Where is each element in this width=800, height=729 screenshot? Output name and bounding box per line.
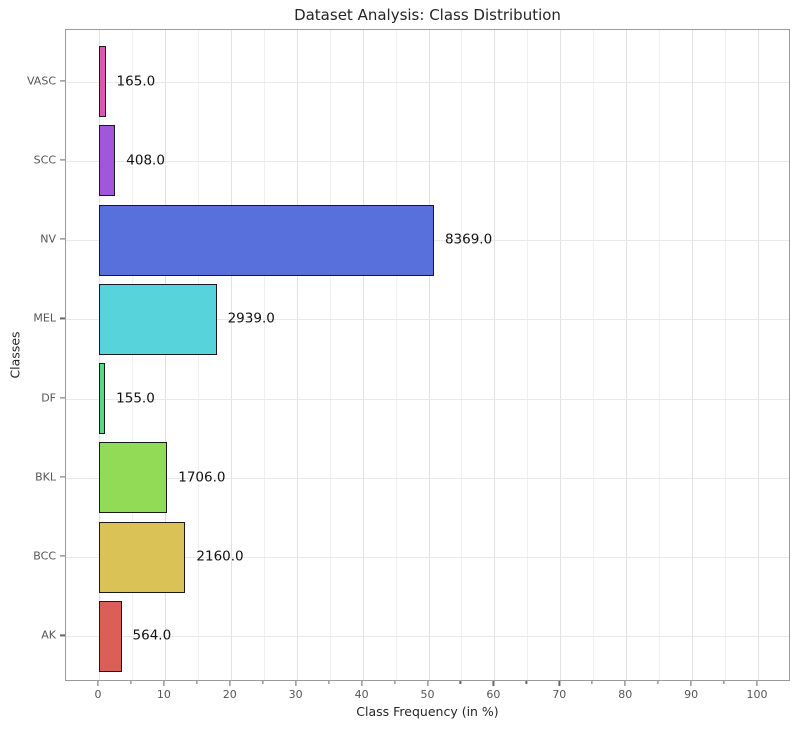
gridline-minor [197, 30, 199, 680]
gridline-major [758, 30, 760, 680]
bar-value-label: 165.0 [116, 73, 156, 90]
gridline-minor [329, 30, 331, 680]
x-minor-tick-mark [393, 681, 396, 684]
y-tick-mark [60, 317, 65, 319]
x-tick-label: 70 [552, 688, 567, 701]
x-tick-label: 20 [222, 688, 237, 701]
x-tick-mark [229, 681, 231, 686]
x-tick-label: 0 [94, 688, 102, 701]
gridline-major [692, 30, 694, 680]
y-tick-mark [60, 159, 65, 161]
x-tick-mark [426, 681, 429, 686]
y-tick-mark [60, 397, 65, 399]
bar-scc [98, 125, 116, 197]
gridline-major [98, 30, 100, 680]
gridline-minor [659, 30, 661, 680]
bar-nv [98, 204, 434, 276]
gridline-major [362, 30, 364, 680]
x-tick-label: 80 [618, 688, 633, 701]
x-minor-tick-mark [262, 681, 264, 684]
y-tick-mark [60, 476, 65, 478]
bar-value-label: 8369.0 [444, 231, 493, 248]
y-tick-mark [60, 238, 65, 240]
x-tick-mark [756, 681, 758, 686]
gridline-minor [395, 30, 397, 680]
x-tick-label: 30 [288, 688, 303, 701]
gridline-horizontal [66, 81, 789, 83]
y-tick-label: SCC [33, 153, 56, 167]
x-tick-mark [492, 681, 494, 686]
x-tick-mark [295, 681, 297, 686]
y-tick-mark [60, 634, 65, 636]
y-tick-label: AK [41, 628, 56, 642]
gridline-horizontal [66, 557, 789, 559]
gridline-horizontal [66, 319, 789, 321]
gridline-major [296, 30, 298, 680]
bar-value-label: 155.0 [116, 390, 155, 407]
gridline-major [164, 30, 166, 680]
gridline-major [230, 30, 232, 680]
bar-df [98, 363, 106, 435]
gridline-horizontal [66, 477, 789, 479]
gridline-minor [593, 30, 595, 680]
x-minor-tick-mark [525, 681, 527, 684]
x-tick-mark [97, 681, 99, 686]
bar-value-label: 564.0 [132, 628, 172, 645]
x-tick-label: 40 [354, 688, 369, 701]
gridline-major [428, 30, 430, 680]
y-tick-label: BKL [35, 470, 56, 484]
gridline-major [626, 30, 628, 680]
x-tick-label: 50 [420, 688, 435, 701]
gridline-minor [527, 30, 529, 680]
bar-bcc [98, 521, 186, 593]
x-tick-mark [163, 681, 165, 686]
y-tick-label: NV [40, 232, 56, 246]
bar-value-label: 2939.0 [227, 311, 275, 328]
x-axis-label: Class Frequency (in %) [356, 704, 499, 719]
x-tick-mark [558, 681, 560, 686]
y-axis-label: Classes [7, 331, 23, 379]
y-tick-label: VASC [26, 74, 56, 88]
y-tick-label: MEL [33, 311, 56, 325]
x-minor-tick-mark [723, 681, 725, 684]
gridline-minor [461, 30, 463, 680]
bar-ak [98, 600, 122, 672]
y-tick-mark [60, 80, 65, 82]
gridline-horizontal [66, 160, 789, 162]
y-tick-label: BCC [33, 549, 56, 563]
x-minor-tick-mark [196, 681, 198, 684]
x-minor-tick-mark [328, 681, 330, 684]
x-tick-label: 90 [684, 688, 699, 701]
bar-value-label: 2160.0 [196, 548, 244, 565]
gridline-horizontal [66, 398, 789, 400]
x-minor-tick-mark [657, 681, 659, 684]
x-tick-mark [360, 681, 363, 686]
bar-vasc [98, 46, 106, 118]
bar-bkl [98, 442, 168, 514]
bar-value-label: 1706.0 [178, 469, 226, 486]
y-tick-mark [60, 555, 65, 557]
x-minor-tick-mark [459, 681, 462, 684]
x-tick-label: 10 [156, 688, 171, 701]
bar-value-label: 408.0 [126, 152, 165, 169]
gridline-major [560, 30, 562, 680]
gridline-major [494, 30, 496, 680]
x-tick-label: 60 [486, 688, 501, 701]
chart-title: Dataset Analysis: Class Distribution [294, 6, 561, 24]
gridline-minor [725, 30, 727, 680]
bar-mel [98, 283, 217, 355]
x-minor-tick-mark [591, 681, 593, 684]
x-tick-mark [624, 681, 626, 686]
gridline-minor [131, 30, 133, 680]
gridline-horizontal [66, 636, 789, 638]
x-tick-mark [690, 681, 692, 686]
gridline-minor [263, 30, 265, 680]
x-tick-label: 100 [746, 688, 768, 701]
y-tick-label: DF [41, 391, 56, 405]
x-minor-tick-mark [130, 681, 132, 684]
plot-area: 165.0 408.0 8369.0 2939.0 155.0 1706.0 2160.0 5… [65, 29, 790, 681]
